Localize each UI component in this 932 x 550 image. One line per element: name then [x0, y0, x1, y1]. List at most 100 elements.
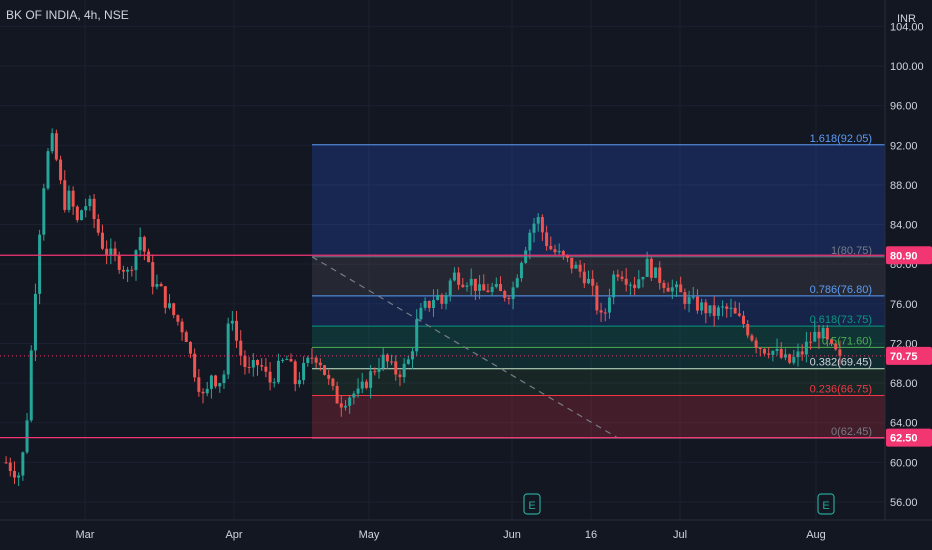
candle-body [348, 397, 352, 406]
candle-body [616, 274, 620, 277]
candle-body [168, 303, 171, 308]
candle-body [415, 319, 419, 352]
candle-body [222, 374, 226, 384]
candle-body [742, 315, 746, 324]
fib-zone [312, 395, 885, 439]
candle-body [775, 348, 779, 351]
candle-body [758, 348, 762, 350]
candle-body [620, 276, 624, 279]
candle-body [750, 335, 754, 341]
candle-body [356, 388, 360, 394]
candle-body [126, 269, 130, 272]
fib-level-label: 0.236(66.75) [810, 383, 872, 395]
candle-body [528, 232, 532, 251]
fib-zone [312, 144, 885, 257]
candle-body [436, 294, 440, 300]
grid [0, 0, 885, 520]
time-tick-label: Jun [503, 529, 521, 541]
candle-body [788, 354, 792, 363]
candle-body [783, 354, 787, 358]
candle-body [25, 420, 29, 453]
candle-body [503, 291, 507, 298]
candle-body [574, 264, 578, 269]
candle-body [499, 283, 503, 292]
candle-body [117, 255, 121, 270]
candle-body [17, 475, 21, 478]
candle-body [50, 133, 54, 152]
candle-body [33, 293, 37, 351]
fib-zone [312, 295, 885, 327]
candle-body [339, 403, 343, 408]
price-tick-label: 64.00 [890, 418, 918, 430]
candle-body [486, 290, 490, 292]
candle-body [733, 307, 737, 314]
candle-body [716, 307, 720, 316]
price-tick-label: 84.00 [890, 220, 918, 232]
candle-body [691, 296, 695, 298]
candle-body [675, 284, 678, 288]
candle-body [423, 300, 427, 308]
candle-body [700, 302, 704, 311]
candle-body [469, 278, 473, 286]
fib-zone [312, 347, 885, 369]
candle-body [243, 355, 247, 367]
candle-body [390, 361, 394, 363]
candle-body [130, 269, 134, 271]
candle-body [666, 287, 670, 292]
fib-level-label: 0.5(71.60) [822, 335, 872, 347]
candle-body [285, 359, 289, 361]
candle-body [549, 245, 553, 250]
candle-body [536, 217, 540, 224]
candle-body [138, 237, 142, 251]
fib-trend-line[interactable] [311, 256, 619, 439]
price-badge-high [886, 246, 932, 265]
candle-body [729, 307, 733, 309]
candle-body [737, 313, 741, 316]
candle-body [268, 371, 272, 383]
candle-body [335, 385, 339, 404]
candle-body [281, 359, 285, 361]
candle-body [92, 198, 96, 220]
time-axis[interactable]: Mar Apr May Jun 16 Jul Aug [76, 529, 826, 541]
candle-body [80, 210, 84, 221]
candle-body [327, 374, 331, 379]
candle-body [662, 282, 666, 288]
candle-body [21, 452, 25, 476]
candle-body [754, 340, 758, 349]
candle-body [725, 306, 729, 309]
candle-body [721, 306, 725, 308]
fibonacci-extension[interactable]: 1.618(92.05) 1(80.75) 0.786(76.80) 0.618(73… [311, 133, 885, 439]
candle-body [402, 363, 406, 378]
candle-body [473, 278, 477, 291]
earnings-event-marker[interactable] [523, 493, 541, 515]
fib-level-label: 1.618(92.05) [810, 133, 872, 145]
time-tick-label: 16 [585, 529, 597, 541]
candle-body [637, 279, 641, 289]
fib-level-label: 1(80.75) [831, 245, 872, 257]
fib-zone [312, 326, 885, 348]
candle-body [264, 366, 268, 372]
price-tick-label: 104.00 [890, 21, 924, 33]
candle-body [159, 284, 163, 287]
candle-body [113, 248, 117, 256]
candle-body [46, 151, 50, 189]
candle-body [578, 264, 582, 272]
candle-body [209, 375, 213, 389]
candle-body [38, 234, 42, 294]
candle-body [172, 303, 176, 316]
horizontal-levels[interactable] [0, 254, 885, 439]
candle-body [603, 312, 607, 314]
price-tick-label: 100.00 [890, 61, 924, 73]
candle-body [352, 393, 356, 398]
candle-body [427, 300, 431, 308]
candle-body [184, 332, 188, 342]
candle-body [649, 258, 653, 278]
candle-body [331, 378, 335, 386]
earnings-event-marker[interactable] [817, 493, 835, 515]
price-badge-low [886, 428, 932, 447]
candle-body [142, 237, 146, 252]
candle-body [800, 351, 804, 355]
